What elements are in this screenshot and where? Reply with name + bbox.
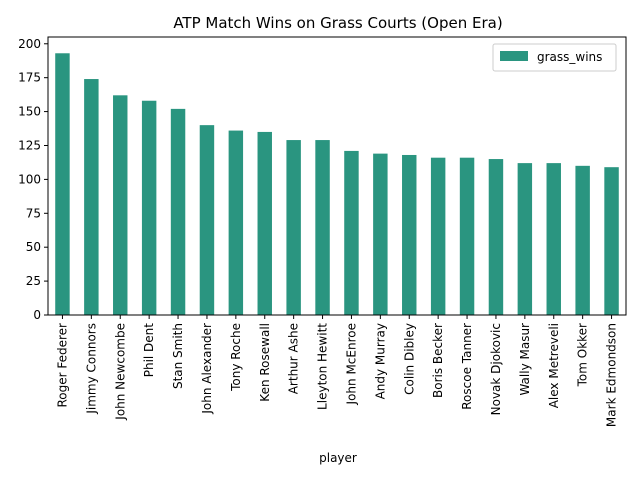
legend-swatch bbox=[500, 51, 528, 61]
bar-tony-roche bbox=[228, 130, 244, 315]
bar-colin-dibley bbox=[402, 154, 417, 315]
bar-jimmy-connors bbox=[84, 79, 99, 315]
bar-wally-masur bbox=[517, 163, 533, 315]
legend: grass_wins bbox=[492, 43, 617, 72]
bar-john-newcombe bbox=[113, 95, 128, 315]
bar-john-alexander bbox=[199, 125, 215, 316]
x-tick-label: Roscoe Tanner bbox=[460, 323, 474, 410]
y-tick-label: 200 bbox=[18, 37, 41, 51]
x-tick-label: Stan Smith bbox=[171, 323, 185, 389]
y-tick-label: 175 bbox=[18, 71, 41, 85]
bar-roger-federer bbox=[55, 53, 70, 316]
x-tick-label: Novak Djokovic bbox=[489, 323, 503, 415]
x-tick-label: Wally Masur bbox=[518, 323, 532, 396]
x-tick-label: Ken Rosewall bbox=[258, 323, 272, 402]
x-axis: Roger Federer Jimmy Connors John Newcombe P… bbox=[55, 315, 619, 427]
legend-label: grass_wins bbox=[537, 50, 602, 64]
y-tick-label: 125 bbox=[18, 138, 41, 152]
legend-box bbox=[492, 43, 617, 72]
x-tick-label: Mark Edmondson bbox=[605, 323, 619, 427]
x-tick-label: Tony Roche bbox=[229, 323, 243, 392]
bar-andy-murray bbox=[373, 153, 388, 315]
bar-ken-rosewall bbox=[257, 131, 272, 315]
x-axis-label: player bbox=[319, 451, 357, 465]
y-tick-label: 50 bbox=[26, 240, 41, 254]
x-tick-label: John Newcombe bbox=[113, 323, 127, 421]
x-tick-label: Phil Dent bbox=[142, 323, 156, 378]
x-tick-label: Boris Becker bbox=[431, 323, 445, 398]
x-tick-label: Roger Federer bbox=[55, 323, 69, 408]
x-tick-label: Lleyton Hewitt bbox=[316, 323, 330, 410]
x-tick-label: Tom Okker bbox=[576, 323, 590, 387]
bar-novak-djokovic bbox=[488, 159, 504, 315]
bar-phil-dent bbox=[141, 100, 157, 315]
x-tick-label: Alex Metreveli bbox=[547, 323, 561, 408]
bar-boris-becker bbox=[430, 157, 446, 315]
y-tick-label: 75 bbox=[26, 206, 41, 220]
bar-mark-edmondson bbox=[604, 167, 619, 315]
y-tick-label: 150 bbox=[18, 105, 41, 119]
x-tick-label: Colin Dibley bbox=[402, 323, 416, 395]
bar-tom-okker bbox=[575, 165, 590, 315]
x-tick-label: Andy Murray bbox=[373, 323, 387, 399]
y-tick-label: 0 bbox=[33, 308, 41, 322]
x-tick-label: John McEnroe bbox=[344, 323, 358, 405]
y-tick-label: 25 bbox=[26, 274, 41, 288]
bar-arthur-ashe bbox=[286, 140, 301, 315]
x-tick-label: Arthur Ashe bbox=[287, 323, 301, 394]
bar-john-mcenroe bbox=[344, 150, 359, 315]
chart-title: ATP Match Wins on Grass Courts (Open Era… bbox=[173, 14, 502, 32]
x-tick-label: John Alexander bbox=[200, 323, 214, 415]
bar-stan-smith bbox=[170, 108, 186, 315]
plot-frame bbox=[47, 36, 627, 316]
y-axis: 0 25 50 75 100 125 150 175 200 bbox=[18, 37, 48, 322]
bar-lleyton-hewitt bbox=[315, 140, 330, 315]
x-tick-label: Jimmy Connors bbox=[84, 323, 98, 415]
bar-roscoe-tanner bbox=[459, 157, 475, 315]
bars-group bbox=[55, 53, 619, 316]
y-tick-label: 100 bbox=[18, 172, 41, 186]
bar-alex-metreveli bbox=[546, 163, 561, 315]
